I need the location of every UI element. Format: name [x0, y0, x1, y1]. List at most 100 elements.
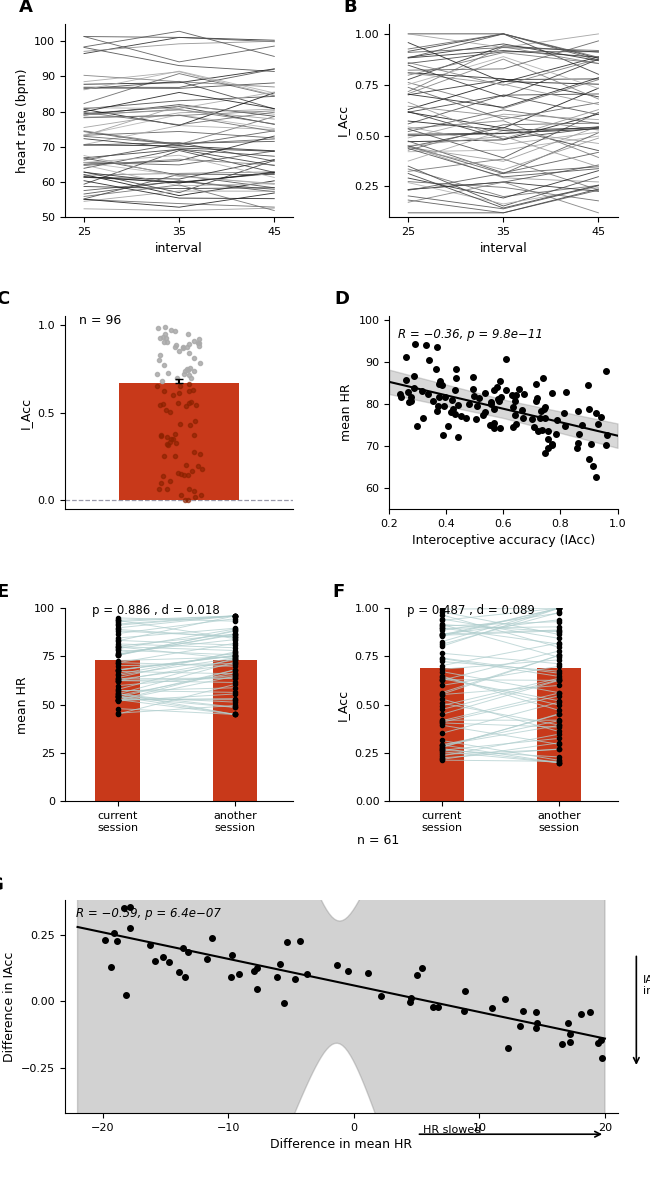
Point	[155, 328, 165, 347]
Point	[179, 466, 190, 485]
Point	[176, 465, 187, 484]
Point	[229, 619, 240, 638]
Point	[184, 394, 194, 413]
Point	[272, 967, 282, 986]
Point	[112, 612, 123, 631]
Point	[112, 643, 123, 662]
Point	[279, 993, 289, 1012]
X-axis label: Interoceptive accuracy (IAcc): Interoceptive accuracy (IAcc)	[411, 534, 595, 547]
Point	[112, 609, 123, 628]
Point	[112, 645, 123, 664]
Point	[157, 371, 167, 390]
Point	[152, 377, 162, 395]
Point	[486, 393, 496, 412]
Point	[229, 661, 240, 680]
Point	[400, 371, 411, 390]
Point	[162, 427, 172, 446]
Point	[171, 335, 181, 354]
Point	[112, 645, 123, 664]
Point	[281, 932, 292, 951]
Point	[229, 606, 240, 625]
Point	[437, 735, 447, 754]
Point	[437, 624, 447, 643]
Point	[181, 456, 191, 475]
Point	[437, 667, 447, 686]
Point	[554, 683, 564, 702]
Point	[437, 614, 447, 633]
Point	[112, 676, 123, 695]
Point	[554, 633, 564, 652]
Point	[112, 691, 123, 710]
Point	[437, 659, 447, 678]
Point	[437, 662, 447, 681]
Point	[229, 643, 240, 662]
Point	[229, 675, 240, 694]
Point	[174, 341, 185, 360]
Point	[229, 689, 240, 708]
Point	[173, 393, 183, 412]
Point	[601, 361, 611, 380]
Point	[554, 710, 564, 729]
Point	[207, 928, 217, 947]
Point	[159, 356, 169, 375]
Point	[518, 1002, 528, 1021]
Point	[229, 638, 240, 657]
Point	[534, 408, 545, 427]
Point	[187, 393, 197, 412]
Text: B: B	[344, 0, 357, 17]
Point	[100, 931, 110, 950]
Point	[202, 950, 213, 969]
Point	[554, 753, 564, 772]
Point	[554, 648, 564, 667]
Point	[554, 715, 564, 734]
Point	[566, 1032, 576, 1051]
Point	[229, 645, 240, 664]
Point	[588, 456, 599, 475]
Point	[403, 382, 413, 401]
Text: HR slowed: HR slowed	[423, 1125, 481, 1135]
Point	[437, 686, 447, 704]
Point	[554, 751, 564, 770]
Point	[185, 416, 196, 435]
Point	[248, 961, 259, 980]
Point	[507, 385, 517, 404]
Point	[112, 661, 123, 680]
Point	[112, 631, 123, 650]
Point	[554, 645, 564, 664]
Point	[112, 687, 123, 706]
Point	[554, 735, 564, 754]
Point	[437, 751, 447, 770]
Point	[450, 405, 460, 424]
Point	[112, 671, 123, 690]
Point	[174, 384, 185, 403]
Point	[183, 942, 193, 961]
Point	[471, 410, 481, 429]
Point	[437, 671, 447, 690]
Point	[591, 404, 601, 423]
Point	[153, 480, 164, 498]
Point	[112, 646, 123, 665]
Point	[437, 620, 447, 639]
Point	[112, 690, 123, 709]
Point	[437, 617, 447, 636]
Point	[112, 639, 123, 658]
Point	[514, 1016, 525, 1035]
Point	[417, 382, 427, 401]
Point	[432, 997, 443, 1016]
Point	[554, 617, 564, 636]
Point	[554, 599, 564, 618]
Point	[527, 408, 538, 427]
Point	[554, 664, 564, 683]
Point	[175, 416, 185, 435]
Point	[536, 401, 546, 420]
Point	[193, 334, 203, 353]
Point	[437, 683, 447, 702]
Point	[474, 388, 484, 407]
Point	[554, 753, 564, 772]
Point	[509, 386, 519, 405]
Point	[468, 379, 478, 398]
Point	[554, 642, 564, 661]
Point	[514, 380, 525, 399]
Text: R = −0.36, p = 9.8e−11: R = −0.36, p = 9.8e−11	[398, 328, 543, 341]
Point	[194, 333, 205, 352]
